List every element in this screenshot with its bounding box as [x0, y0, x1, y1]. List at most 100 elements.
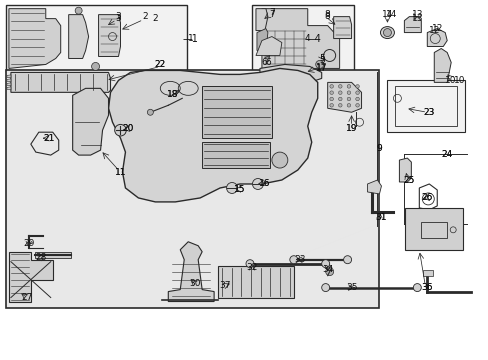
Polygon shape: [108, 68, 317, 202]
Text: 9: 9: [376, 144, 382, 153]
Circle shape: [338, 85, 342, 88]
Text: 21: 21: [43, 134, 54, 143]
Text: 31: 31: [375, 213, 386, 222]
Polygon shape: [333, 17, 351, 39]
Polygon shape: [7, 87, 11, 90]
Circle shape: [289, 256, 297, 264]
Circle shape: [325, 268, 333, 276]
Polygon shape: [73, 88, 108, 155]
Circle shape: [115, 125, 126, 136]
Circle shape: [338, 97, 342, 101]
Text: 3: 3: [115, 14, 121, 23]
Circle shape: [75, 7, 82, 14]
Circle shape: [355, 85, 359, 88]
Text: 24: 24: [441, 150, 452, 159]
Text: 5: 5: [318, 54, 324, 63]
Text: 23: 23: [423, 108, 434, 117]
Polygon shape: [155, 78, 200, 98]
Text: 20: 20: [122, 124, 134, 133]
Circle shape: [355, 103, 359, 107]
Text: 18: 18: [166, 90, 178, 99]
Text: 21: 21: [43, 134, 54, 143]
Text: 37: 37: [219, 281, 230, 290]
Text: 35: 35: [345, 283, 357, 292]
Circle shape: [245, 260, 253, 268]
Text: 18: 18: [166, 90, 178, 99]
Circle shape: [271, 152, 287, 168]
Text: 7: 7: [268, 10, 274, 19]
Polygon shape: [99, 15, 120, 57]
Text: 22: 22: [154, 60, 165, 69]
Text: 16: 16: [259, 180, 270, 189]
Text: 7: 7: [268, 8, 274, 17]
Bar: [6, 71, 379, 307]
Polygon shape: [11, 72, 110, 92]
Polygon shape: [7, 79, 11, 82]
Circle shape: [338, 103, 342, 107]
Bar: [405, 208, 462, 250]
Text: 23: 23: [423, 108, 434, 117]
Bar: [395, 86, 456, 126]
Polygon shape: [433, 49, 450, 82]
Text: 10: 10: [453, 76, 465, 85]
Circle shape: [346, 91, 350, 94]
Polygon shape: [404, 17, 421, 32]
Polygon shape: [423, 270, 432, 276]
Polygon shape: [262, 9, 339, 68]
Text: 19: 19: [345, 124, 357, 133]
Circle shape: [338, 91, 342, 94]
Text: 34: 34: [321, 265, 333, 274]
Text: 9: 9: [376, 144, 382, 153]
Text: 6: 6: [261, 58, 266, 67]
Text: 24: 24: [441, 150, 452, 159]
Polygon shape: [9, 252, 53, 302]
Bar: [35, 252, 71, 258]
Text: 11: 11: [115, 167, 126, 176]
Circle shape: [329, 85, 333, 88]
Text: 10: 10: [445, 76, 456, 85]
Text: 31: 31: [375, 213, 386, 222]
Circle shape: [315, 60, 323, 68]
Text: 14: 14: [385, 10, 396, 19]
Circle shape: [252, 179, 263, 189]
Text: —4: —4: [305, 33, 321, 44]
Text: 32: 32: [246, 263, 257, 272]
Polygon shape: [255, 37, 281, 55]
Circle shape: [329, 97, 333, 101]
Circle shape: [346, 103, 350, 107]
Text: 33: 33: [293, 255, 305, 264]
Text: 13: 13: [411, 10, 422, 19]
Circle shape: [343, 256, 351, 264]
Circle shape: [346, 85, 350, 88]
Text: 36: 36: [421, 283, 432, 292]
Polygon shape: [260, 64, 321, 82]
Text: 2: 2: [152, 14, 158, 23]
Circle shape: [321, 260, 329, 268]
Circle shape: [355, 91, 359, 94]
Bar: [251, 5, 353, 72]
Text: 14: 14: [381, 10, 392, 19]
Circle shape: [323, 50, 335, 62]
Polygon shape: [427, 28, 447, 46]
Text: —1: —1: [182, 33, 198, 44]
Text: 25: 25: [403, 176, 414, 185]
Polygon shape: [367, 180, 381, 194]
Text: 28: 28: [35, 253, 46, 262]
Text: 30: 30: [189, 279, 201, 288]
Text: 19: 19: [345, 124, 357, 133]
Circle shape: [147, 109, 153, 115]
Text: 17: 17: [315, 63, 327, 72]
Text: 22: 22: [154, 60, 165, 69]
Text: 15: 15: [234, 185, 245, 194]
Text: 12: 12: [431, 24, 442, 33]
Text: 29: 29: [23, 239, 35, 248]
Polygon shape: [9, 9, 61, 68]
Polygon shape: [399, 158, 410, 182]
Polygon shape: [256, 28, 267, 50]
Text: 25: 25: [403, 176, 414, 185]
Bar: [218, 266, 293, 298]
Bar: [421, 222, 447, 238]
Text: 20: 20: [122, 124, 134, 133]
Polygon shape: [7, 75, 11, 78]
Bar: [386, 80, 464, 132]
